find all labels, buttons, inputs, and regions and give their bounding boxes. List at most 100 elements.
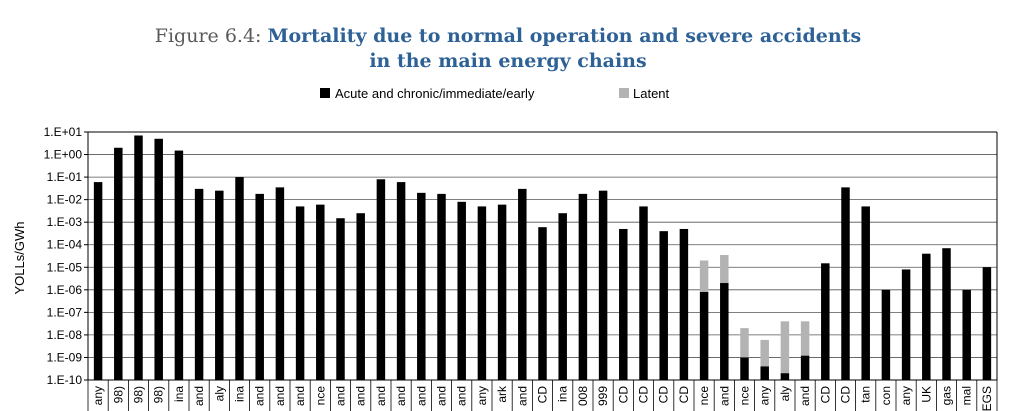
bar-early	[639, 206, 648, 380]
x-tick-label: aly	[212, 386, 226, 401]
x-tick-label: nce	[697, 386, 711, 406]
x-tick-label: EGS	[980, 386, 994, 411]
x-tick-label: ark	[495, 385, 509, 403]
x-tick-label: 999	[596, 386, 610, 406]
y-tick-label: 1.E+00	[44, 148, 83, 162]
x-tick-label: and	[374, 386, 388, 406]
bar-latent	[800, 321, 810, 356]
bar-early	[659, 231, 668, 380]
bar-early	[881, 289, 891, 380]
x-tick-label: and	[435, 386, 449, 406]
figure-label: Figure 6.4:	[155, 25, 262, 47]
y-tick-label: 1.E+01	[44, 125, 83, 139]
x-tick-label: UK	[919, 386, 933, 403]
figure-title: Mortality due to normal operation and se…	[267, 25, 861, 47]
figure-title-line2: in the main energy chains	[369, 50, 646, 72]
bar-early	[780, 373, 790, 380]
x-tick-label: mal	[960, 386, 974, 405]
x-tick-label: con	[879, 386, 893, 405]
x-tick-label: and	[273, 386, 287, 406]
legend-label-early: Acute and chronic/immediate/early	[335, 86, 535, 101]
x-tick-label: tan	[859, 386, 873, 403]
bar-early	[93, 182, 103, 380]
bar-early	[679, 228, 689, 380]
legend-swatch-latent	[619, 88, 629, 98]
x-tick-label: and	[394, 386, 408, 406]
bar-early	[134, 135, 143, 380]
bar-latent	[720, 255, 729, 284]
bar-early	[922, 253, 931, 380]
x-tick-label: nce	[738, 386, 752, 406]
bar-early	[942, 248, 951, 380]
bar-early	[114, 147, 123, 380]
bar-early	[376, 179, 386, 380]
bar-early	[295, 206, 305, 380]
y-tick-label: 1.E-01	[47, 170, 83, 184]
bar-early	[215, 190, 224, 380]
figure-title-line1: Figure 6.4: Mortality due to normal opera…	[155, 25, 861, 47]
bar-early	[457, 201, 466, 380]
x-tick-label: and	[455, 386, 469, 406]
bar-early	[497, 204, 507, 380]
bar-latent	[780, 321, 790, 374]
bar-latent	[760, 339, 769, 367]
bar-early	[336, 218, 345, 380]
x-tick-label: aly	[778, 386, 792, 401]
x-tick-label: CD	[637, 386, 651, 404]
x-tick-label: and	[253, 386, 267, 406]
x-tick-label: and	[293, 386, 307, 406]
bar-early	[235, 177, 244, 380]
y-tick-label: 1.E-08	[47, 328, 83, 342]
category-labels: any 98) 98) 98) ina and aly ina and and and nce and a…	[87, 380, 998, 411]
bar-early	[316, 204, 325, 380]
x-tick-label: and	[414, 386, 428, 406]
bar-early	[619, 228, 628, 380]
legend-swatch-early	[320, 88, 330, 98]
bar-early	[417, 192, 426, 380]
bar-early	[800, 355, 810, 380]
y-tick-label: 1.E-09	[47, 350, 83, 364]
x-tick-label: and	[192, 386, 206, 406]
legend-label-latent: Latent	[633, 86, 670, 101]
x-tick-label: CD	[657, 386, 671, 404]
x-tick-label: CD	[536, 386, 550, 404]
x-tick-label: 98)	[111, 386, 125, 403]
bar-early	[437, 193, 446, 380]
x-tick-label: 98)	[152, 386, 166, 403]
bar-early	[477, 206, 487, 380]
bar-early	[982, 267, 992, 380]
bar-early	[538, 227, 547, 380]
legend: Acute and chronic/immediate/early Latent	[320, 86, 670, 101]
x-tick-label: and	[334, 386, 348, 406]
bar-early	[901, 269, 911, 380]
bar-early	[598, 190, 608, 380]
bar-early	[356, 213, 365, 380]
x-tick-label: CD	[616, 386, 630, 404]
bar-early	[760, 366, 769, 380]
x-tick-label: and	[354, 386, 368, 406]
bar-early	[396, 182, 406, 380]
bar-latent	[740, 328, 749, 358]
x-tick-label: ina	[556, 386, 570, 402]
y-tick-label: 1.E-06	[47, 283, 83, 297]
bar-early	[174, 150, 184, 380]
bar-early	[962, 289, 971, 380]
bar-latent	[699, 260, 709, 293]
bar-early	[518, 188, 527, 380]
x-tick-label: and	[717, 386, 731, 406]
x-tick-label: any	[475, 386, 489, 405]
x-tick-label: ina	[172, 386, 186, 402]
bar-early	[275, 187, 285, 380]
bars	[93, 135, 992, 380]
x-tick-label: CD	[818, 386, 832, 404]
x-tick-label: ina	[233, 386, 247, 402]
bar-early	[699, 292, 709, 380]
bar-early	[558, 213, 567, 380]
x-tick-label: and	[515, 386, 529, 406]
bar-early	[255, 193, 264, 380]
bar-early	[578, 193, 588, 380]
x-tick-label: any	[758, 386, 772, 405]
x-tick-label: 98)	[132, 386, 146, 403]
y-tick-labels: 1.E+01 1.E+00 1.E-01 1.E-02 1.E-03 1.E-04 1.E-…	[44, 125, 88, 387]
